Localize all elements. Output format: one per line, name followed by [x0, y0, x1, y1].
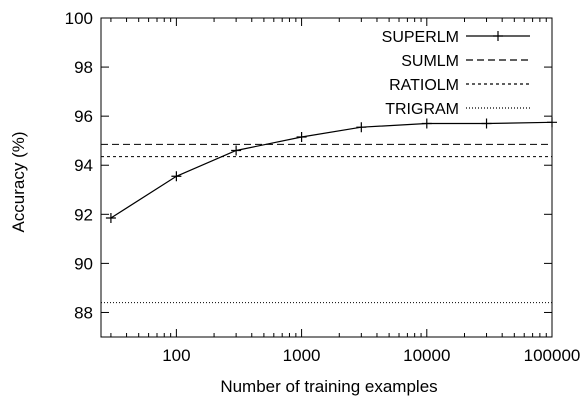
legend: SUPERLM SUMLM RATIOLM TRIGRAM: [382, 29, 530, 118]
legend-label-ratiolm: RATIOLM: [389, 77, 459, 94]
x-axis-label: Number of training examples: [220, 377, 437, 396]
series-superlm-point: [421, 118, 432, 129]
legend-label-trigram: TRIGRAM: [385, 101, 459, 118]
plot-frame: [100, 17, 553, 338]
series-superlm-point: [296, 132, 307, 143]
series-superlm-point: [171, 171, 182, 182]
y-axis-label: Accuracy (%): [9, 131, 28, 232]
legend-label-superlm: SUPERLM: [382, 29, 459, 46]
x-tick-label: 100: [162, 346, 190, 365]
x-tick-label: 10000: [403, 346, 450, 365]
series-superlm-point: [105, 212, 116, 223]
series-superlm-point: [481, 118, 492, 129]
y-tick-label: 96: [74, 107, 93, 126]
series-lines: [101, 117, 557, 304]
y-tick-label: 98: [74, 58, 93, 77]
y-tick-label: 92: [74, 205, 93, 224]
y-tick-label: 100: [65, 9, 93, 28]
legend-marker-superlm: [493, 31, 503, 41]
y-tick-label: 90: [74, 254, 93, 273]
series-superlm-point: [231, 145, 242, 156]
legend-label-sumlm: SUMLM: [401, 53, 459, 70]
x-tick-label: 100000: [524, 346, 581, 365]
series-superlm-point: [356, 122, 367, 133]
y-tick-label: 94: [74, 156, 93, 175]
y-tick-label: 88: [74, 303, 93, 322]
x-tick-label: 1000: [283, 346, 321, 365]
axes: 88 90 92 94 96 98 100 100 1000 10000 100000: [65, 9, 581, 365]
series-superlm-line: [110, 121, 553, 219]
series-superlm-point: [547, 117, 557, 128]
